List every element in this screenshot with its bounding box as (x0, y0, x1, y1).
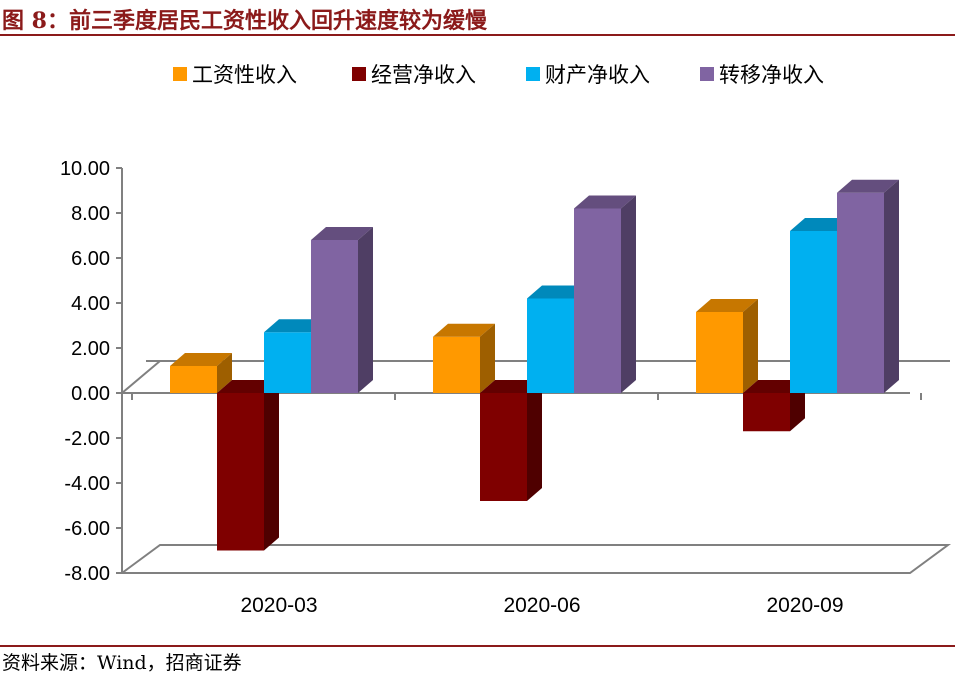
y-tick-label: -2.00 (64, 428, 110, 450)
y-tick-label: 8.00 (71, 203, 110, 225)
legend-item: 工资性收入 (173, 63, 297, 87)
bar (837, 179, 899, 393)
legend-label: 转移净收入 (719, 63, 824, 87)
y-tick-label: -8.00 (64, 563, 110, 585)
bar (217, 380, 279, 551)
legend-swatch (352, 67, 366, 81)
chart-floor (118, 544, 952, 574)
y-tick-label: -6.00 (64, 518, 110, 540)
chart-legend: 工资性收入 经营净收入 财产净收入 转移净收入 (173, 63, 824, 87)
bar (574, 195, 636, 393)
bar (696, 299, 758, 393)
legend-label: 经营净收入 (371, 63, 476, 87)
legend-swatch (700, 67, 714, 81)
figure-title: 图 8：前三季度居民工资性收入回升速度较为缓慢 (2, 8, 487, 34)
legend-item: 经营净收入 (352, 63, 476, 87)
bar (170, 353, 232, 393)
x-tick-label: 2020-09 (766, 594, 843, 617)
bar (480, 380, 542, 501)
y-tick-label: 2.00 (71, 338, 110, 360)
legend-label: 工资性收入 (192, 63, 297, 87)
title-rule (0, 34, 955, 36)
legend-item: 转移净收入 (700, 63, 824, 87)
chart-labels: 10.00 8.00 6.00 4.00 2.00 0.00 -2.00 -4.00 -6.00… (60, 158, 844, 617)
y-tick-label: 10.00 (60, 158, 110, 180)
legend-swatch (173, 67, 187, 81)
bar (433, 323, 495, 393)
legend-label: 财产净收入 (545, 63, 650, 87)
source-rule (0, 645, 955, 647)
y-tick-label: 4.00 (71, 293, 110, 315)
source-note: 资料来源：Wind，招商证券 (2, 652, 242, 674)
x-tick-label: 2020-03 (240, 594, 317, 617)
zero-baseline-side (121, 360, 161, 394)
x-tick-label: 2020-06 (503, 594, 580, 617)
chart-bars (170, 179, 899, 551)
legend-swatch (526, 67, 540, 81)
bar (311, 227, 373, 393)
y-tick-label: 0.00 (71, 383, 110, 405)
y-tick-label: 6.00 (71, 248, 110, 270)
y-tick-label: -4.00 (64, 473, 110, 495)
legend-item: 财产净收入 (526, 63, 650, 87)
